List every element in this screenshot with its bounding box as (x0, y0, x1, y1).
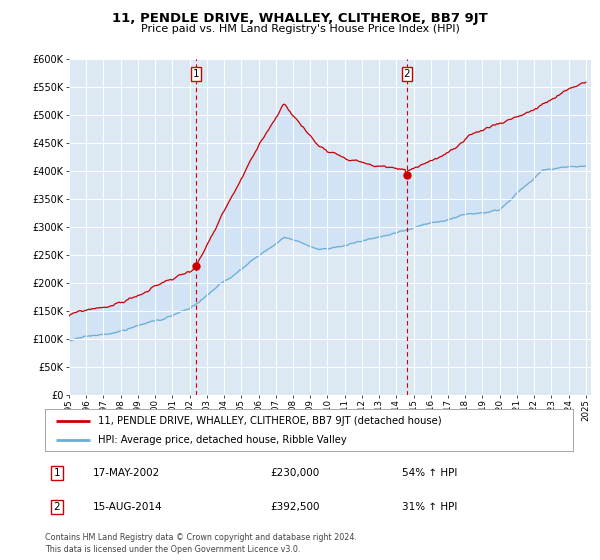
Text: 1: 1 (53, 468, 61, 478)
Text: HPI: Average price, detached house, Ribble Valley: HPI: Average price, detached house, Ribb… (98, 435, 347, 445)
Text: 54% ↑ HPI: 54% ↑ HPI (402, 468, 457, 478)
Text: Price paid vs. HM Land Registry's House Price Index (HPI): Price paid vs. HM Land Registry's House … (140, 24, 460, 34)
Text: 31% ↑ HPI: 31% ↑ HPI (402, 502, 457, 512)
Text: 2: 2 (53, 502, 61, 512)
Text: £392,500: £392,500 (270, 502, 320, 512)
Text: £230,000: £230,000 (270, 468, 319, 478)
Text: 1: 1 (193, 69, 199, 79)
Text: 11, PENDLE DRIVE, WHALLEY, CLITHEROE, BB7 9JT: 11, PENDLE DRIVE, WHALLEY, CLITHEROE, BB… (112, 12, 488, 25)
Text: 17-MAY-2002: 17-MAY-2002 (93, 468, 160, 478)
Text: 11, PENDLE DRIVE, WHALLEY, CLITHEROE, BB7 9JT (detached house): 11, PENDLE DRIVE, WHALLEY, CLITHEROE, BB… (98, 416, 442, 426)
Text: 2: 2 (404, 69, 410, 79)
Text: 15-AUG-2014: 15-AUG-2014 (93, 502, 163, 512)
Text: Contains HM Land Registry data © Crown copyright and database right 2024.
This d: Contains HM Land Registry data © Crown c… (45, 533, 357, 554)
